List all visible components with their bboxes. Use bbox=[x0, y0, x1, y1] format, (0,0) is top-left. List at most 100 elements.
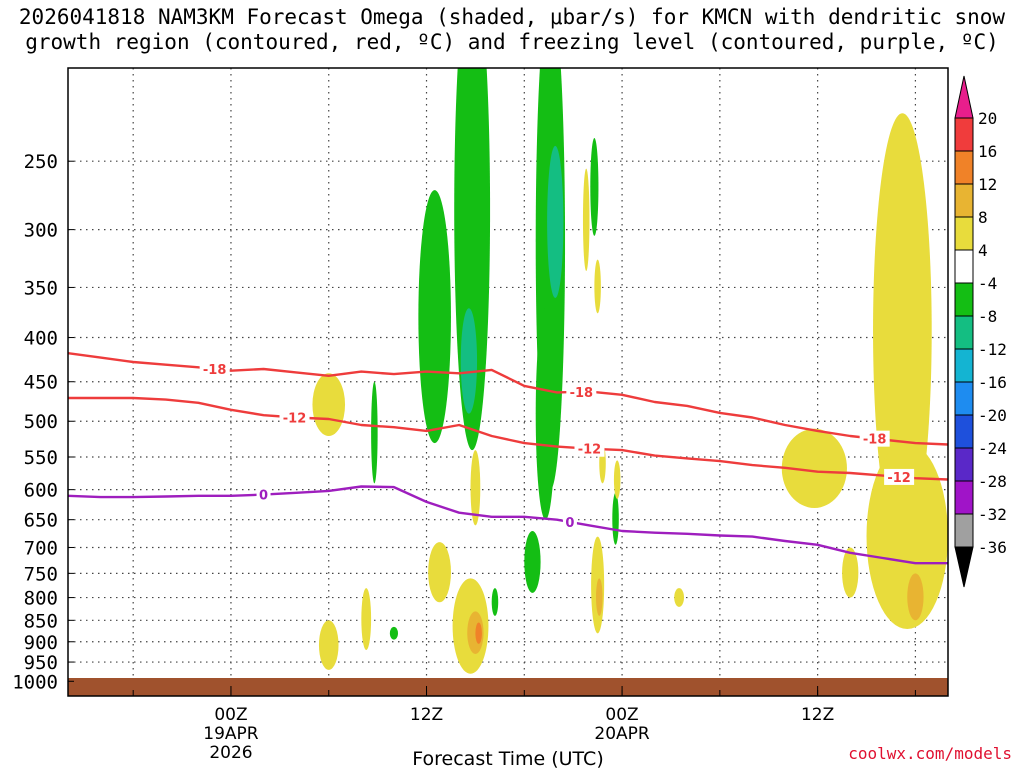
colorbar-label: 4 bbox=[978, 241, 988, 260]
omega-region bbox=[1005, 130, 1024, 328]
colorbar-label: -24 bbox=[978, 439, 1007, 458]
omega-region bbox=[674, 588, 684, 607]
colorbar-label: -4 bbox=[978, 274, 997, 293]
temperature-contours: -18-18-18-12-12-12000 bbox=[68, 352, 948, 565]
y-tick-label: 550 bbox=[24, 447, 58, 469]
x-tick-label: 00Z bbox=[214, 705, 247, 725]
colorbar-segment bbox=[954, 282, 974, 317]
colorbar-label: 12 bbox=[978, 175, 997, 194]
y-tick-label: 650 bbox=[24, 510, 58, 532]
x-tick-label: 12Z bbox=[801, 705, 834, 725]
terrain-surface bbox=[68, 678, 948, 696]
omega-shading bbox=[312, 68, 1024, 674]
contour-label-bg bbox=[884, 468, 915, 485]
omega-region bbox=[312, 373, 346, 436]
y-tick-label: 950 bbox=[24, 652, 58, 674]
colorbar-segment bbox=[954, 348, 974, 383]
omega-region bbox=[594, 259, 601, 314]
y-axis: 2503003504004505005506006507007508008509… bbox=[12, 151, 74, 693]
colorbar-segment bbox=[954, 447, 974, 482]
y-tick-label: 400 bbox=[24, 328, 58, 350]
contour-label: -18 bbox=[203, 363, 227, 378]
omega-region bbox=[470, 450, 481, 526]
colorbar-label: 20 bbox=[978, 109, 997, 128]
colorbar-label: -36 bbox=[978, 538, 1007, 557]
y-tick-label: 250 bbox=[24, 151, 58, 173]
colorbar-label: 16 bbox=[978, 142, 997, 161]
colorbar-segment bbox=[954, 183, 974, 218]
colorbar-label: -32 bbox=[978, 505, 1007, 524]
contour-label-bg bbox=[279, 409, 310, 426]
y-tick-label: 600 bbox=[24, 480, 58, 502]
colorbar-segment bbox=[954, 75, 974, 119]
contour-label: -12 bbox=[283, 411, 307, 426]
x-tick-label: 2026 bbox=[209, 743, 252, 763]
contour-label: -18 bbox=[570, 386, 594, 401]
colorbar-segment bbox=[954, 249, 974, 284]
contour-label: 0 bbox=[565, 516, 574, 531]
y-tick-label: 1000 bbox=[12, 671, 58, 693]
omega-region bbox=[866, 443, 948, 630]
omega-region bbox=[596, 578, 603, 616]
omega-region bbox=[524, 531, 541, 593]
y-tick-label: 700 bbox=[24, 537, 58, 559]
omega-region bbox=[460, 308, 478, 414]
omega-region bbox=[907, 573, 924, 621]
x-tick-label: 12Z bbox=[410, 705, 443, 725]
contour-label-bg bbox=[199, 361, 230, 378]
chart-title-line-1: 2026041818 NAM3KM Forecast Omega (shaded… bbox=[18, 5, 1006, 29]
colorbar-segment bbox=[954, 513, 974, 548]
colorbar-label: -12 bbox=[978, 340, 1007, 359]
contour-line-dendritic-growth-region-12-c bbox=[68, 396, 948, 481]
omega-region bbox=[428, 542, 451, 603]
omega-region bbox=[590, 137, 599, 236]
y-tick-label: 800 bbox=[24, 588, 58, 610]
colorbar-segment bbox=[954, 216, 974, 251]
omega-region bbox=[491, 588, 499, 616]
colorbar-label: -28 bbox=[978, 472, 1007, 491]
y-tick-label: 450 bbox=[24, 372, 58, 394]
omega-region bbox=[582, 168, 590, 272]
omega-region bbox=[371, 381, 378, 484]
credit-watermark: coolwx.com/models bbox=[848, 744, 1012, 763]
colorbar-segment bbox=[954, 414, 974, 449]
colorbar-segment bbox=[954, 480, 974, 515]
y-tick-label: 500 bbox=[24, 411, 58, 433]
contour-label-bg bbox=[859, 430, 890, 447]
omega-region bbox=[361, 588, 372, 651]
omega-region bbox=[547, 145, 564, 299]
omega-region bbox=[842, 547, 859, 598]
x-axis-label: Forecast Time (UTC) bbox=[412, 748, 603, 768]
y-tick-label: 750 bbox=[24, 563, 58, 585]
omega-region bbox=[613, 460, 621, 499]
contour-line-freezing-level-0-c bbox=[68, 485, 948, 565]
omega-region bbox=[535, 308, 556, 520]
colorbar-segment bbox=[954, 381, 974, 416]
contour-label-bg bbox=[566, 383, 597, 400]
colorbar-label: -16 bbox=[978, 373, 1007, 392]
omega-region bbox=[612, 492, 619, 545]
y-tick-label: 300 bbox=[24, 220, 58, 242]
colorbar-label: -8 bbox=[978, 307, 997, 326]
contour-label: 0 bbox=[259, 489, 268, 504]
contour-label-bg bbox=[562, 513, 577, 530]
omega-region bbox=[781, 428, 847, 508]
contour-label: -12 bbox=[887, 471, 911, 486]
omega-region bbox=[418, 190, 451, 444]
colorbar-label: 8 bbox=[978, 208, 988, 227]
x-tick-label: 19APR bbox=[203, 724, 259, 744]
x-tick-label: 00Z bbox=[605, 705, 638, 725]
y-tick-label: 350 bbox=[24, 277, 58, 299]
colorbar-segment bbox=[954, 117, 974, 152]
y-tick-label: 850 bbox=[24, 610, 58, 632]
contour-label-bg bbox=[256, 486, 271, 503]
colorbar: 20 16 12 8 4 -4 -8 -12 -16 -20 -24 -28 -32 -36 bbox=[954, 75, 1007, 588]
contour-label: -12 bbox=[578, 443, 602, 458]
contour-label-bg bbox=[574, 440, 605, 457]
colorbar-label: -20 bbox=[978, 406, 1007, 425]
omega-region bbox=[389, 626, 398, 640]
y-tick-label: 900 bbox=[24, 632, 58, 654]
colorbar-segment bbox=[954, 315, 974, 350]
colorbar-segment bbox=[954, 150, 974, 185]
